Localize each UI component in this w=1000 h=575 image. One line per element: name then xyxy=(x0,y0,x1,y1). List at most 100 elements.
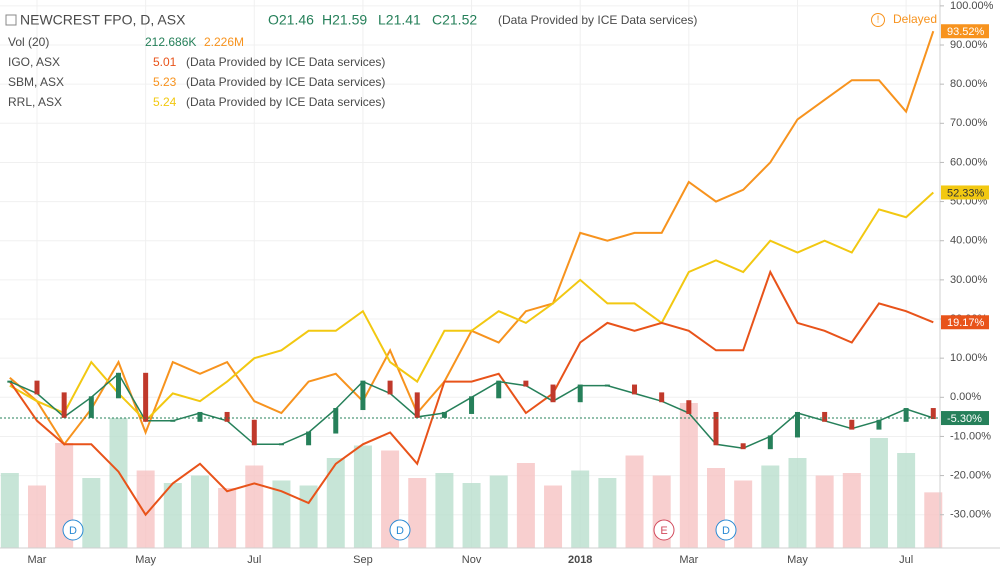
volume-bar xyxy=(598,478,617,548)
y-tick-label: 90.00% xyxy=(950,39,988,51)
last-value-label: 19.17% xyxy=(947,317,985,329)
dividend-label: D xyxy=(69,525,77,537)
dividend-marker[interactable] xyxy=(389,519,411,541)
open: O21.46 xyxy=(268,12,314,28)
volume-bar xyxy=(842,473,861,548)
volume-bar xyxy=(625,455,644,548)
legend-source: (Data Provided by ICE Data services) xyxy=(186,95,385,109)
collapse-icon[interactable] xyxy=(5,14,17,26)
source: (Data Provided by ICE Data services) xyxy=(498,13,697,27)
y-tick-label: 10.00% xyxy=(950,352,988,364)
y-tick-label: -30.00% xyxy=(950,509,991,521)
y-tick-label: -10.00% xyxy=(950,430,991,442)
volume-bar xyxy=(815,475,834,548)
dividend-marker[interactable] xyxy=(62,519,84,541)
candle xyxy=(469,396,475,414)
axes: -30.00%-20.00%-10.00%0.00%10.00%20.00%30… xyxy=(28,0,994,566)
candle xyxy=(577,384,583,403)
volume-bar xyxy=(218,488,237,548)
x-tick-label: Nov xyxy=(462,554,482,566)
last-value-badge xyxy=(941,411,989,426)
candle xyxy=(88,396,94,418)
legend-price: 5.23 xyxy=(153,75,177,89)
volume-bar xyxy=(353,445,372,548)
y-tick-label: 60.00% xyxy=(950,156,988,168)
volume-bar xyxy=(462,483,481,548)
legend-symbol: SBM, ASX xyxy=(8,75,64,89)
earnings-marker[interactable] xyxy=(653,519,675,541)
legend-symbol: IGO, ASX xyxy=(8,55,60,69)
legend-symbol: RRL, ASX xyxy=(8,95,62,109)
legend-source: (Data Provided by ICE Data services) xyxy=(186,75,385,89)
y-tick-label: 70.00% xyxy=(950,117,988,129)
last-value-label: -5.30% xyxy=(947,413,982,425)
legend-price: 5.01 xyxy=(153,55,177,69)
x-tick-label: Jul xyxy=(247,554,261,566)
candle xyxy=(278,443,284,446)
volume-average: 2.226M xyxy=(204,35,244,49)
candle xyxy=(170,419,176,422)
volume-bar xyxy=(163,483,182,548)
y-tick-label: 0.00% xyxy=(950,391,981,403)
volume-label: Vol (20) xyxy=(8,35,49,49)
volume-bar xyxy=(190,475,209,548)
candle xyxy=(822,411,828,422)
volume-bar xyxy=(761,465,780,548)
candle xyxy=(550,384,556,403)
candle xyxy=(197,411,203,422)
y-tick-label: 100.00% xyxy=(950,0,994,12)
candle xyxy=(632,384,638,395)
candle xyxy=(659,392,665,403)
x-tick-label: 2018 xyxy=(568,554,592,566)
volume-bar xyxy=(408,478,427,548)
legend-price: 5.24 xyxy=(153,95,177,109)
volume-bar xyxy=(788,458,807,548)
volume-bar xyxy=(272,480,291,548)
volume-bar xyxy=(516,463,535,548)
candle xyxy=(414,392,420,418)
candle xyxy=(496,380,502,399)
dividend-marker[interactable] xyxy=(715,519,737,541)
candle xyxy=(251,419,257,446)
y-tick-label: -20.00% xyxy=(950,469,991,481)
lines xyxy=(0,30,940,517)
last-value-badge xyxy=(941,315,989,330)
candle xyxy=(849,419,855,430)
x-tick-label: Jul xyxy=(899,554,913,566)
event-markers: D D E D xyxy=(62,519,737,541)
candle xyxy=(604,384,610,387)
candle xyxy=(686,400,692,414)
series-line xyxy=(8,269,934,517)
candle xyxy=(794,411,800,438)
volume-bar xyxy=(136,470,155,548)
delayed-status[interactable]: Delayed xyxy=(893,12,937,26)
dividend-label: D xyxy=(396,525,404,537)
candle xyxy=(903,408,909,422)
legend: NEWCREST FPO, D, ASX O21.46 H21.59 L21.4… xyxy=(5,12,937,49)
candle xyxy=(333,408,339,434)
candle xyxy=(767,435,773,450)
volume-bar xyxy=(734,480,753,548)
volume-bar xyxy=(489,475,508,548)
x-tick-label: May xyxy=(135,554,156,566)
close: C21.52 xyxy=(432,12,477,28)
candle xyxy=(61,392,67,418)
earnings-label: E xyxy=(660,525,667,537)
volume-bar xyxy=(869,438,888,548)
high: H21.59 xyxy=(322,12,367,28)
x-tick-label: Mar xyxy=(28,554,47,566)
y-tick-label: 80.00% xyxy=(950,78,988,90)
volume-bar xyxy=(109,418,128,548)
candle xyxy=(360,380,366,411)
volume-bar xyxy=(571,470,590,548)
volume-value: 212.686K xyxy=(145,35,196,49)
x-tick-label: Sep xyxy=(353,554,373,566)
volume-bar xyxy=(924,492,943,548)
candle xyxy=(306,431,312,446)
x-tick-label: Mar xyxy=(679,554,698,566)
volume-bar xyxy=(245,465,264,548)
candle xyxy=(387,380,393,395)
legend-source: (Data Provided by ICE Data services) xyxy=(186,55,385,69)
